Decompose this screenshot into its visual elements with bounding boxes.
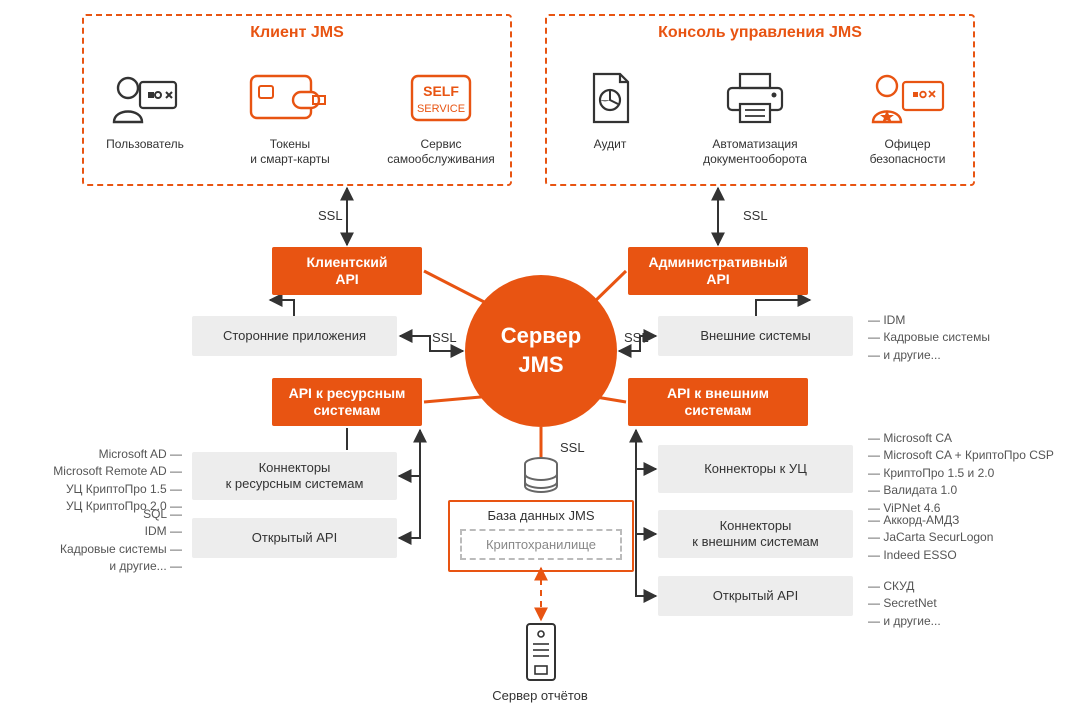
- console-panel-title: Консоль управления JMS: [547, 24, 973, 42]
- api-client: Клиентский API: [272, 247, 422, 295]
- tokens-item: Токены и смарт-карты: [225, 68, 355, 167]
- ssl-top-left: SSL: [318, 208, 343, 223]
- gray-ext-connectors: Коннекторы к внешним системам: [658, 510, 853, 558]
- user-label: Пользователь: [90, 137, 200, 152]
- audit-item: Аудит: [555, 68, 665, 152]
- self-service-label: Сервис самообслуживания: [376, 137, 506, 167]
- notes-ext-connectors: — Аккорд-АМДЗ — JaCarta SecurLogon — Ind…: [868, 512, 993, 564]
- api-external: API к внешним системам: [628, 378, 808, 426]
- center-server: Сервер JMS: [465, 275, 617, 427]
- docflow-item: Автоматизация документооборота: [680, 68, 830, 167]
- client-panel-title: Клиент JMS: [84, 24, 510, 42]
- user-icon: [110, 68, 180, 128]
- database-icon: [519, 456, 563, 500]
- api-admin: Административный API: [628, 247, 808, 295]
- gray-third-party: Сторонние приложения: [192, 316, 397, 356]
- svg-text:SELF: SELF: [423, 83, 459, 99]
- audit-icon: [580, 68, 640, 128]
- tokens-label: Токены и смарт-карты: [225, 137, 355, 167]
- notes-ca-connectors: — Microsoft CA — Microsoft CA + КриптоПр…: [868, 430, 1054, 517]
- ssl-top-right: SSL: [743, 208, 768, 223]
- db-title: База данных JMS: [460, 508, 622, 523]
- audit-label: Аудит: [555, 137, 665, 152]
- notes-open-api-left: SQL — IDM — Кадровые системы — и другие.…: [22, 506, 182, 576]
- officer-label: Офицер безопасности: [845, 137, 970, 167]
- docflow-label: Автоматизация документооборота: [680, 137, 830, 167]
- officer-item: Офицер безопасности: [845, 68, 970, 167]
- report-server-caption: Сервер отчётов: [480, 688, 600, 703]
- crypto-storage: Криптохранилище: [460, 529, 622, 560]
- user-item: Пользователь: [90, 68, 200, 152]
- gray-ext-systems: Внешние системы: [658, 316, 853, 356]
- server-icon: [521, 622, 561, 686]
- notes-ext-systems: — IDM — Кадровые системы — и другие...: [868, 312, 990, 364]
- self-service-icon: SELF SERVICE: [406, 68, 476, 128]
- notes-open-api-right: — СКУД — SecretNet — и другие...: [868, 578, 941, 630]
- tokens-icon: [247, 68, 333, 128]
- gray-resource-connectors: Коннекторы к ресурсным системам: [192, 452, 397, 500]
- api-resource: API к ресурсным системам: [272, 378, 422, 426]
- gray-ca-connectors: Коннекторы к УЦ: [658, 445, 853, 493]
- self-service-item: SELF SERVICE Сервис самообслуживания: [376, 68, 506, 167]
- ssl-mid-right: SSL: [624, 330, 649, 345]
- gray-open-api-left: Открытый API: [192, 518, 397, 558]
- ssl-center-down: SSL: [560, 440, 585, 455]
- db-box: База данных JMS Криптохранилище: [448, 500, 634, 572]
- svg-text:SERVICE: SERVICE: [417, 103, 465, 115]
- printer-icon: [720, 68, 790, 128]
- officer-icon: [869, 68, 947, 128]
- ssl-mid-left: SSL: [432, 330, 457, 345]
- gray-open-api-right: Открытый API: [658, 576, 853, 616]
